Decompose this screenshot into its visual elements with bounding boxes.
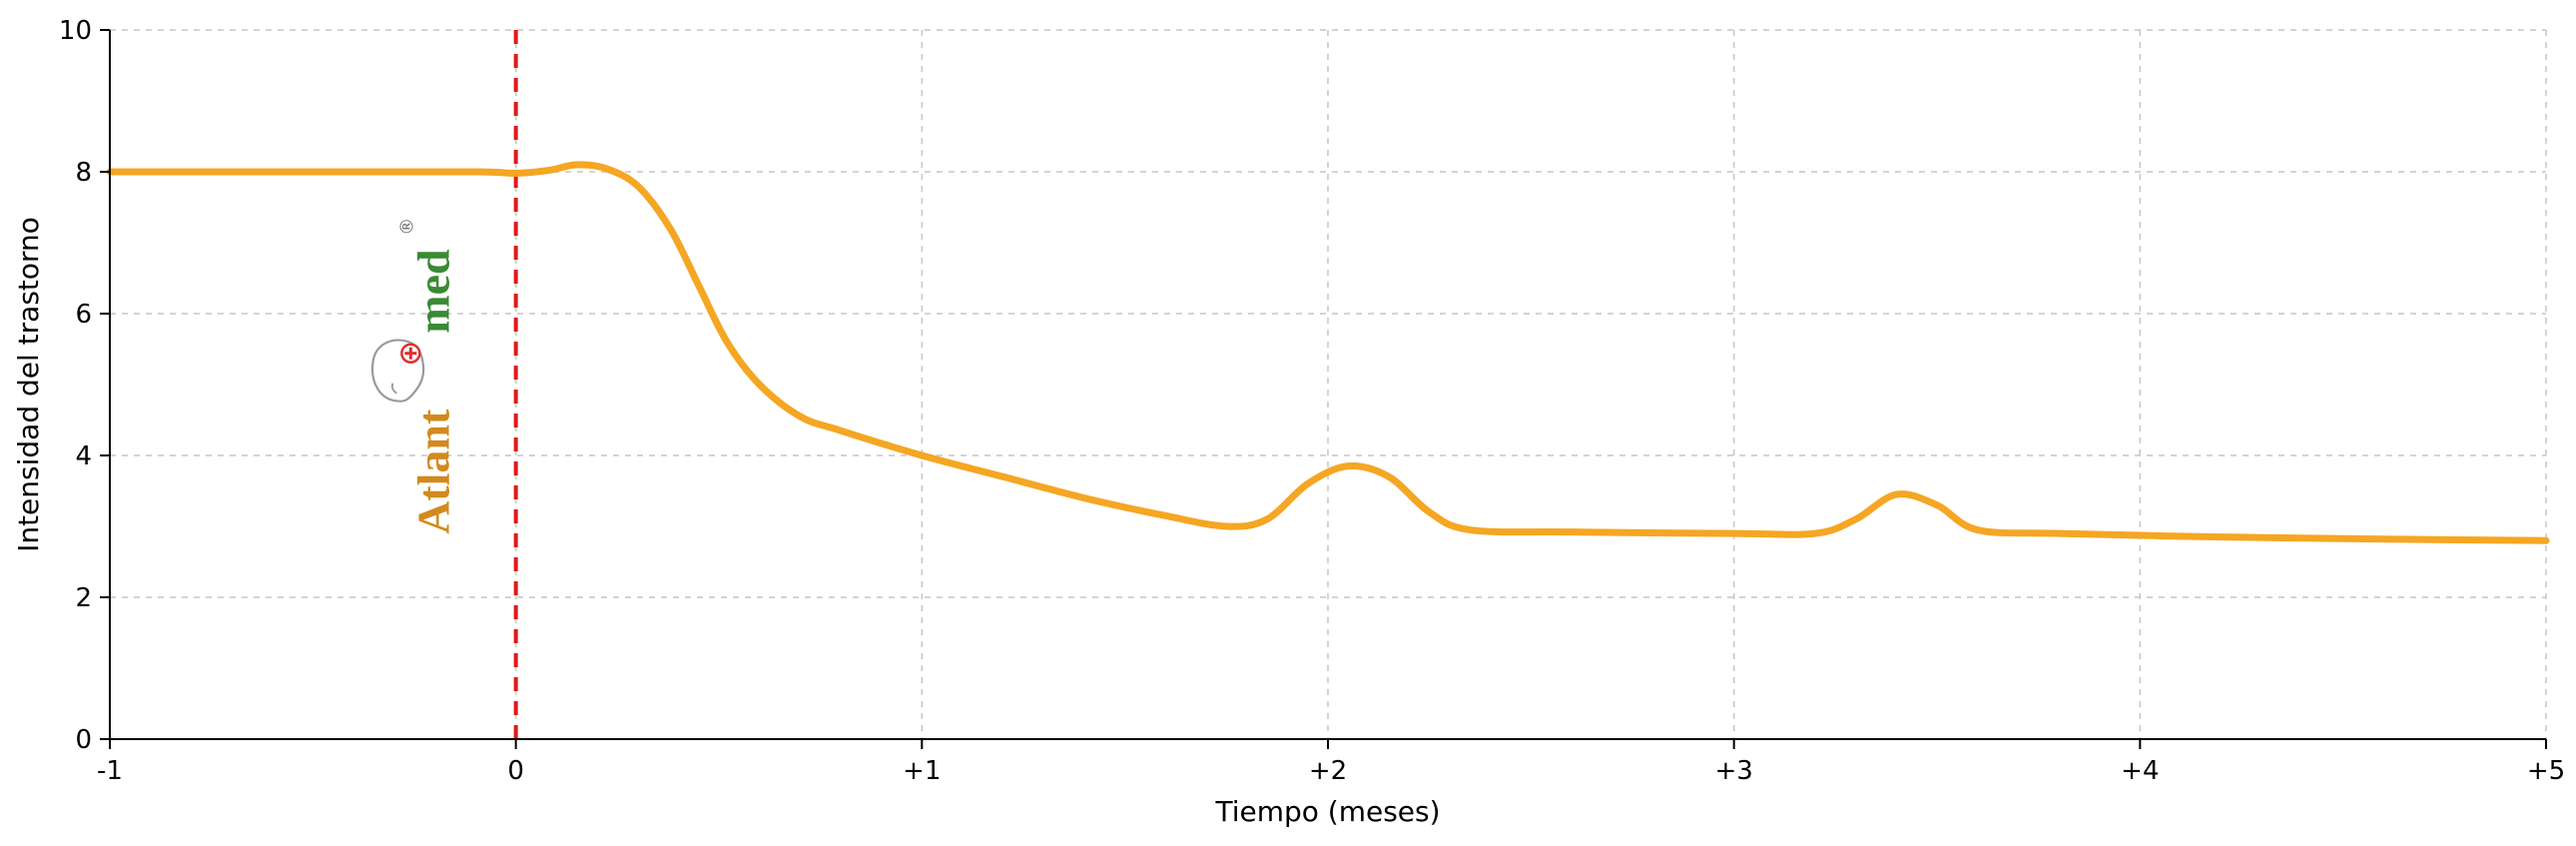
- chart-container: Atlantmed®-10+1+2+3+4+50246810Tiempo (me…: [0, 0, 2576, 846]
- y-tick-label: 2: [75, 583, 92, 613]
- y-tick-label: 8: [75, 158, 92, 188]
- y-axis-label: Intensidad del trastorno: [12, 217, 45, 552]
- x-tick-label: +4: [2121, 756, 2159, 786]
- y-tick-label: 6: [75, 300, 92, 330]
- chart-background: [0, 0, 2576, 846]
- x-tick-label: -1: [97, 756, 123, 786]
- y-tick-label: 10: [59, 16, 92, 46]
- y-tick-label: 0: [75, 725, 92, 755]
- x-tick-label: +3: [1715, 756, 1753, 786]
- x-tick-label: +5: [2527, 756, 2565, 786]
- registered-mark: ®: [396, 218, 417, 236]
- logo-text-right: med: [407, 249, 458, 334]
- x-tick-label: +2: [1309, 756, 1347, 786]
- y-tick-label: 4: [75, 441, 92, 471]
- line-chart: Atlantmed®-10+1+2+3+4+50246810Tiempo (me…: [0, 0, 2576, 846]
- logo-text-left: Atlant: [407, 409, 458, 534]
- x-axis-label: Tiempo (meses): [1214, 795, 1440, 828]
- x-tick-label: +1: [903, 756, 941, 786]
- x-tick-label: 0: [507, 756, 524, 786]
